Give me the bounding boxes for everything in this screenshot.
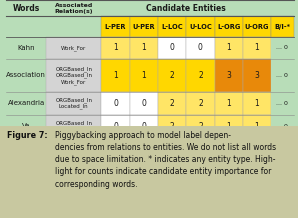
Bar (215, 92, 243, 115)
Text: 1: 1 (255, 122, 259, 131)
Text: 1: 1 (142, 43, 146, 52)
Text: Figure 7:: Figure 7: (7, 131, 48, 140)
Text: Va: Va (22, 123, 30, 129)
Bar (186, 16, 215, 37)
Bar (243, 37, 271, 59)
Bar (186, 59, 215, 92)
Bar (101, 37, 130, 59)
Bar (46, 59, 101, 92)
Text: 1: 1 (113, 71, 118, 80)
Bar (46, 115, 101, 137)
Text: Association: Association (6, 72, 46, 78)
Bar (186, 92, 215, 115)
Bar (46, 0, 101, 16)
Bar (6, 115, 46, 137)
Bar (6, 16, 46, 37)
Text: ... 0: ... 0 (277, 45, 288, 50)
Bar (130, 92, 158, 115)
Bar (6, 92, 46, 115)
Bar (158, 16, 186, 37)
Text: 2: 2 (170, 99, 174, 108)
Bar (158, 115, 186, 137)
Text: B/I-*: B/I-* (274, 24, 291, 30)
Bar (243, 59, 271, 92)
Bar (271, 59, 294, 92)
Text: U-PER: U-PER (133, 24, 155, 30)
Text: 0: 0 (113, 99, 118, 108)
Text: 0: 0 (170, 43, 175, 52)
Bar (101, 92, 130, 115)
Bar (101, 59, 130, 92)
Text: 3: 3 (254, 71, 260, 80)
Bar (46, 92, 101, 115)
Bar (101, 16, 130, 37)
Text: U-LOC: U-LOC (189, 24, 212, 30)
Text: Alexandria: Alexandria (7, 100, 45, 106)
Text: 2: 2 (198, 99, 203, 108)
Bar (243, 115, 271, 137)
Text: 1: 1 (113, 43, 118, 52)
Text: Associated
Relation(s): Associated Relation(s) (55, 3, 93, 14)
Text: Work_For: Work_For (61, 45, 86, 51)
Text: 0: 0 (141, 99, 146, 108)
Text: ORGBased_In
Located_In: ORGBased_In Located_In (55, 120, 92, 132)
Bar (130, 59, 158, 92)
Bar (130, 16, 158, 37)
Bar (186, 115, 215, 137)
Bar (6, 0, 46, 16)
Text: 3: 3 (226, 71, 231, 80)
Text: 2: 2 (170, 122, 174, 131)
Bar (215, 37, 243, 59)
Text: ... 0: ... 0 (277, 73, 288, 78)
Bar (6, 59, 46, 92)
Text: 0: 0 (198, 43, 203, 52)
Bar (271, 115, 294, 137)
Text: 1: 1 (142, 71, 146, 80)
Bar (101, 115, 130, 137)
Text: 1: 1 (255, 99, 259, 108)
Bar (186, 37, 215, 59)
Text: 1: 1 (226, 43, 231, 52)
Bar (271, 92, 294, 115)
Text: L-ORG: L-ORG (217, 24, 240, 30)
Bar (271, 16, 294, 37)
Text: Candidate Entities: Candidate Entities (146, 4, 226, 13)
Text: L-LOC: L-LOC (161, 24, 183, 30)
Text: 1: 1 (226, 122, 231, 131)
Bar (130, 37, 158, 59)
Text: ORGBased_In
Located_In: ORGBased_In Located_In (55, 97, 92, 109)
Text: 2: 2 (170, 71, 174, 80)
Text: U-ORG: U-ORG (245, 24, 269, 30)
Text: L-PER: L-PER (105, 24, 126, 30)
Bar (46, 16, 101, 37)
Text: Words: Words (13, 4, 40, 13)
Text: 1: 1 (226, 99, 231, 108)
Bar (243, 16, 271, 37)
Bar (158, 59, 186, 92)
Text: ... 0: ... 0 (277, 101, 288, 106)
Bar (271, 37, 294, 59)
Bar (158, 37, 186, 59)
Text: Kahn: Kahn (17, 45, 35, 51)
Text: 1: 1 (255, 43, 259, 52)
Bar (101, 0, 271, 16)
Text: 0: 0 (141, 122, 146, 131)
Bar (130, 115, 158, 137)
Bar (158, 92, 186, 115)
Bar (215, 16, 243, 37)
Bar (6, 37, 46, 59)
Text: ... 0: ... 0 (277, 124, 288, 129)
Text: 2: 2 (198, 122, 203, 131)
Bar (215, 115, 243, 137)
Bar (271, 0, 294, 16)
Bar (215, 59, 243, 92)
Text: 2: 2 (198, 71, 203, 80)
Text: 0: 0 (113, 122, 118, 131)
Text: Piggybacking approach to model label depen-
dencies from relations to entities. : Piggybacking approach to model label dep… (55, 131, 276, 189)
Bar (243, 92, 271, 115)
Bar (46, 37, 101, 59)
Text: ORGBased_In
ORGBased_In
Work_For: ORGBased_In ORGBased_In Work_For (55, 66, 92, 85)
